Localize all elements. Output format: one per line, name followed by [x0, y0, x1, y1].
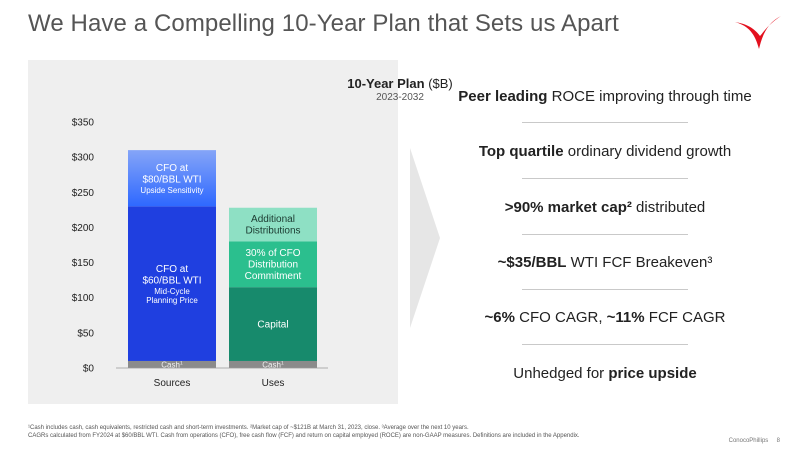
- footer: ConocoPhillips 8: [729, 438, 780, 444]
- y-tick-label: $100: [72, 293, 95, 304]
- segment-label: CFO at: [156, 163, 188, 174]
- segment-label: Additional: [251, 214, 295, 225]
- segment-label: $80/BBL WTI: [142, 175, 201, 186]
- chevron-arrow-icon: [410, 148, 440, 328]
- footnote-mark: 1: [180, 360, 183, 366]
- segment-sublabel: Planning Price: [146, 296, 198, 305]
- x-category-label: Sources: [154, 378, 191, 389]
- chart-subtitle: 2023-2032: [376, 92, 424, 103]
- x-category-label: Uses: [262, 378, 285, 389]
- chart-title-unit: ($B): [428, 76, 453, 91]
- bullet-unhedged: Unhedged for price upside: [513, 365, 697, 382]
- page-number: 8: [776, 438, 780, 444]
- y-tick-label: $0: [83, 364, 95, 375]
- y-tick-label: $150: [72, 258, 95, 269]
- bullet-breakeven: ~$35/BBL WTI FCF Breakeven³: [497, 254, 713, 271]
- segment-label: Capital: [257, 319, 288, 330]
- divider: [522, 234, 688, 235]
- bullet-market-cap: >90% market cap² distributed: [504, 199, 706, 216]
- bar-segment-capital: [229, 287, 317, 361]
- y-tick-label: $250: [72, 188, 95, 199]
- bullet-roce: Peer leading ROCE improving through time: [458, 88, 752, 105]
- footnote-mark: 1: [281, 360, 284, 366]
- footer-company: ConocoPhillips: [728, 438, 769, 444]
- segment-label: CFO at: [156, 264, 188, 275]
- bar-segment-cash: [128, 360, 216, 368]
- conocophillips-logo-icon: [735, 16, 781, 49]
- divider: [522, 289, 688, 290]
- y-tick-label: $300: [72, 153, 95, 164]
- bullet-cagr: ~6% CFO CAGR, ~11% FCF CAGR: [484, 309, 726, 326]
- segment-sublabel: Mid-Cycle: [154, 287, 190, 296]
- divider: [522, 122, 688, 123]
- bar-segment-cfo60: [128, 206, 216, 361]
- segment-label: Commitment: [245, 271, 302, 282]
- y-tick-label: $200: [72, 223, 95, 234]
- chart-title: 10-Year Plan ($B): [0, 76, 800, 91]
- y-tick-label: $350: [72, 118, 95, 129]
- chart-title-text: 10-Year Plan: [347, 76, 425, 91]
- segment-label: Distributions: [245, 226, 300, 237]
- bar-segment-cfo80: [128, 150, 216, 207]
- bar-segment-cash: [229, 360, 317, 368]
- segment-sublabel: Upside Sensitivity: [140, 186, 203, 195]
- bullet-dividend: Top quartile ordinary dividend growth: [478, 143, 732, 160]
- footnote-line: ¹Cash includes cash, cash equivalents, r…: [28, 425, 469, 431]
- segment-label: $60/BBL WTI: [142, 276, 201, 287]
- segment-label: Distribution: [248, 260, 298, 271]
- slide-title: We Have a Compelling 10-Year Plan that S…: [28, 10, 619, 37]
- y-tick-label: $50: [77, 328, 94, 339]
- divider: [522, 344, 688, 345]
- segment-label-cash: Cash1: [161, 360, 183, 369]
- bar-segment-additional: [229, 207, 317, 242]
- footnote-line: CAGRs calculated from FY2024 at $60/BBL …: [28, 433, 580, 439]
- divider: [522, 178, 688, 179]
- bar-segment-commitment: [229, 241, 317, 288]
- segment-label: 30% of CFO: [245, 248, 300, 259]
- footnotes: ¹Cash includes cash, cash equivalents, r…: [28, 424, 580, 440]
- segment-label-cash: Cash1: [262, 360, 284, 369]
- stacked-bar-chart: $0 $50 $100 $150 $200 $250 $300 $350 Cash1 CFO at…: [72, 118, 328, 389]
